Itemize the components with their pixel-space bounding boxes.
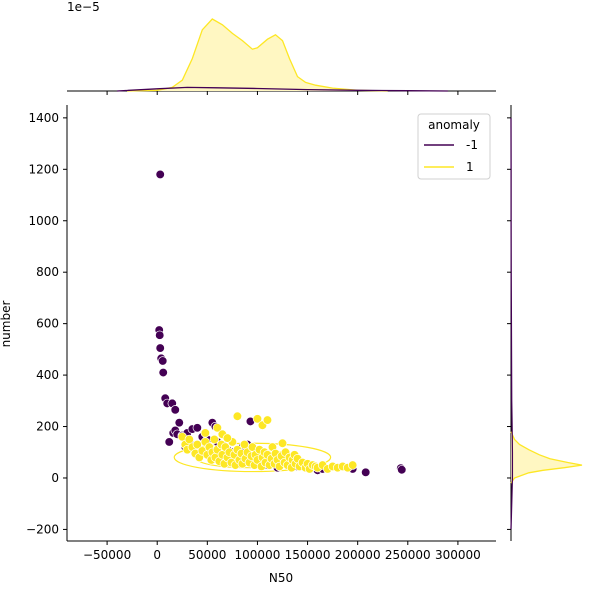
y-axis-label: number: [0, 301, 13, 348]
point-anomaly-1: [184, 434, 194, 445]
point-anomaly-neg1: [192, 423, 202, 433]
point-anomaly-neg1: [164, 437, 174, 447]
right-marginal-kde-1: [510, 431, 583, 484]
x-tick-label: 100000: [235, 548, 281, 562]
y-tick-label: 200: [36, 420, 59, 434]
axis-ticks: −50000 0 50000 100000 150000 200000 250000 3000…: [26, 91, 511, 562]
point-anomaly-neg1: [155, 343, 165, 353]
legend: anomaly -1 1: [417, 113, 491, 180]
x-tick-label: 250000: [385, 548, 431, 562]
point-anomaly-1: [277, 438, 288, 448]
top-marginal-fill-1: [127, 19, 388, 91]
x-axis-label: N50: [269, 571, 293, 585]
point-anomaly-1: [209, 434, 219, 445]
point-anomaly-neg1: [155, 330, 165, 340]
point-anomaly-1: [262, 415, 273, 425]
point-anomaly-neg1: [170, 405, 180, 415]
x-tick-label: 200000: [335, 548, 381, 562]
legend-frame: [417, 113, 491, 180]
top-marginal-kde-1: [127, 18, 388, 92]
main-axes: [66, 105, 496, 542]
scatter-points: [154, 169, 407, 477]
point-anomaly-1: [222, 433, 233, 443]
main-scatter-plot: −50000 0 50000 100000 150000 200000 250000 3000…: [26, 91, 511, 562]
y-tick-label: 0: [51, 471, 59, 485]
point-anomaly-neg1: [158, 367, 168, 378]
x-tick-label: 300000: [435, 548, 481, 562]
legend-label-anomaly-1: 1: [466, 160, 474, 174]
point-anomaly-neg1: [361, 467, 371, 477]
point-anomaly-neg1: [174, 418, 184, 428]
y-tick-label: 400: [36, 368, 59, 382]
x-tick-label: −50000: [83, 548, 131, 562]
y-tick-label: 600: [36, 317, 59, 331]
point-anomaly-1: [348, 460, 358, 470]
y-tick-label: 1200: [28, 162, 59, 176]
point-anomaly-neg1: [158, 356, 168, 366]
x-tick-label: 50000: [188, 548, 226, 562]
legend-label-anomaly-neg1: -1: [466, 138, 478, 152]
y-tick-label: −200: [26, 522, 59, 536]
top-marginal-plot: [67, 18, 496, 92]
point-anomaly-1: [252, 414, 263, 424]
point-anomaly-1: [232, 411, 243, 421]
legend-title: anomaly: [428, 118, 480, 132]
point-anomaly-1: [200, 428, 210, 438]
point-anomaly-1: [212, 423, 223, 433]
y-tick-label: 800: [36, 265, 59, 279]
y-tick-label: 1400: [28, 111, 59, 125]
x-tick-label: 150000: [285, 548, 331, 562]
y-tick-label: 1000: [28, 214, 59, 228]
right-marginal-fill-1: [511, 431, 582, 484]
right-marginal-kde-neg1: [510, 117, 514, 530]
point-anomaly-1: [239, 439, 250, 450]
top-marginal-offset-label: 1e−5: [67, 0, 100, 14]
x-tick-label: 0: [153, 548, 161, 562]
right-marginal-plot: [510, 105, 583, 541]
point-anomaly-neg1: [155, 169, 165, 180]
top-marginal-kde-neg1: [117, 86, 448, 92]
point-anomaly-neg1: [397, 465, 407, 475]
